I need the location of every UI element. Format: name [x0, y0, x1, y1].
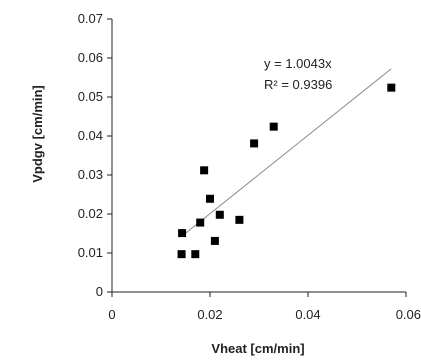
- x-tick-label: 0.02: [197, 307, 222, 322]
- data-point-3: [191, 250, 200, 259]
- y-tick-label: 0: [96, 284, 103, 299]
- data-point-9: [235, 215, 244, 224]
- x-axis-title: Vheat [cm/min]: [211, 341, 304, 356]
- data-point-7: [210, 236, 219, 245]
- x-axis: 0 0.02 0.04 0.06: [108, 291, 421, 322]
- y-axis-title: Vpdgv [cm/min]: [30, 85, 45, 183]
- x-tick-label: 0.04: [295, 307, 320, 322]
- data-point-11: [269, 122, 278, 131]
- data-point-4: [196, 218, 205, 227]
- data-point-5: [200, 166, 209, 175]
- y-tick-label: 0.07: [78, 11, 103, 26]
- trendline: [181, 68, 392, 237]
- y-tick-label: 0.05: [78, 89, 103, 104]
- y-tick-label: 0.04: [78, 128, 103, 143]
- data-point-1: [177, 250, 186, 259]
- y-tick-label: 0.01: [78, 245, 103, 260]
- x-tick-label: 0.06: [396, 307, 421, 322]
- data-point-8: [215, 210, 224, 219]
- x-tick-label: 0: [108, 307, 115, 322]
- data-points: [177, 83, 396, 259]
- y-tick-label: 0.06: [78, 50, 103, 65]
- y-tick-label: 0.03: [78, 167, 103, 182]
- y-axis: 0 0.01 0.02 0.03 0.04 0.05 0.06 0.07: [78, 11, 113, 299]
- data-point-6: [206, 194, 214, 203]
- y-tick-label: 0.02: [78, 206, 103, 221]
- trendline-equation: y = 1.0043x: [264, 56, 332, 71]
- data-point-12: [387, 83, 396, 92]
- data-point-2: [178, 229, 187, 238]
- trendline-r-squared: R² = 0.9396: [264, 77, 332, 92]
- data-point-10: [250, 139, 259, 148]
